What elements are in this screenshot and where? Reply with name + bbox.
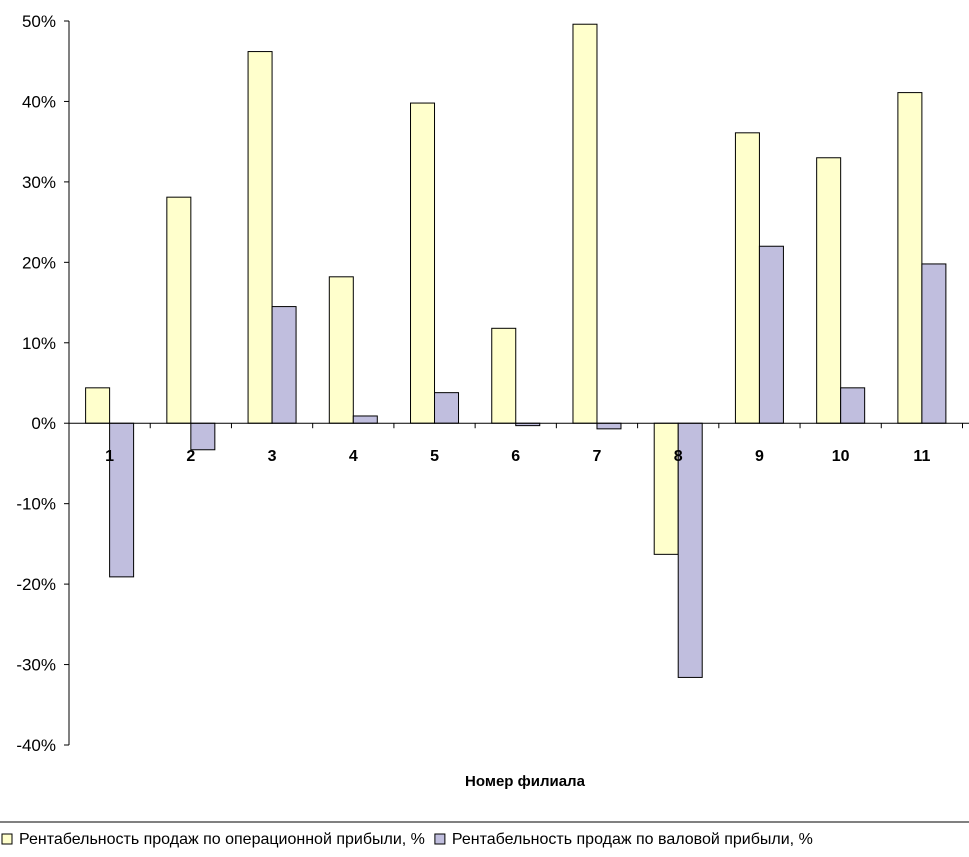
bar-series-2-cat-9 — [758, 245, 784, 424]
bar-series-1-cat-7 — [572, 23, 598, 424]
category-label: 4 — [349, 448, 358, 465]
legend-label-series-1: Рентабельность продаж по операционной пр… — [19, 831, 425, 848]
y-tick-label: -20% — [16, 575, 56, 594]
bar-series-1-cat-2 — [166, 196, 192, 424]
y-tick-label: 30% — [22, 173, 56, 192]
category-label: 5 — [430, 448, 439, 465]
bar-series-2-cat-4 — [352, 415, 378, 424]
bar-series-1-cat-6 — [491, 327, 517, 424]
legend-label-series-2: Рентабельность продаж по валовой прибыли… — [452, 831, 813, 848]
y-tick-label: 50% — [22, 12, 56, 31]
bar-series-2-cat-7 — [596, 422, 622, 430]
legend-swatch-series-2 — [434, 833, 446, 845]
legend-swatch-series-1 — [1, 833, 13, 845]
y-tick-label: 40% — [22, 92, 56, 111]
x-axis-title: Номер филиала — [465, 773, 586, 790]
bar-series-1-cat-11 — [897, 92, 923, 424]
y-tick-label: -10% — [16, 495, 56, 514]
bar-series-1-cat-3 — [247, 51, 273, 424]
bar-series-2-cat-5 — [434, 392, 460, 424]
bar-series-2-cat-2 — [190, 422, 216, 451]
y-tick-label: 0% — [31, 414, 56, 433]
category-label: 1 — [105, 448, 114, 465]
category-label: 9 — [755, 448, 764, 465]
category-label: 2 — [186, 448, 195, 465]
category-label: 7 — [593, 448, 602, 465]
bar-series-1-cat-5 — [410, 102, 436, 424]
category-label: 6 — [511, 448, 520, 465]
y-tick-label: 10% — [22, 334, 56, 353]
bar-series-1-cat-1 — [85, 387, 111, 424]
bars — [85, 23, 947, 678]
y-axis-tick-labels: -40% -30% -20% -10% 0% 10% 20% 30% 40% 50% — [16, 12, 56, 755]
bar-series-2-cat-11 — [921, 263, 947, 424]
y-tick-label: 20% — [22, 253, 56, 272]
axes — [64, 20, 969, 746]
y-tick-label: -40% — [16, 736, 56, 755]
category-label: 11 — [913, 448, 930, 465]
bar-series-2-cat-1 — [109, 422, 135, 578]
bar-series-1-cat-4 — [328, 276, 354, 424]
bar-series-1-cat-8 — [653, 422, 679, 555]
bar-series-2-cat-8 — [677, 422, 703, 678]
category-labels: 1 2 3 4 5 6 7 8 9 10 11 — [105, 448, 930, 465]
category-label: 10 — [832, 448, 850, 465]
legend: Рентабельность продаж по операционной пр… — [1, 831, 813, 848]
category-label: 8 — [674, 448, 683, 465]
category-label: 3 — [268, 448, 277, 465]
bar-series-2-cat-10 — [840, 387, 866, 424]
bar-series-1-cat-9 — [734, 132, 760, 424]
bar-series-2-cat-3 — [271, 306, 297, 424]
bar-series-1-cat-10 — [816, 157, 842, 424]
y-tick-label: -30% — [16, 656, 56, 675]
